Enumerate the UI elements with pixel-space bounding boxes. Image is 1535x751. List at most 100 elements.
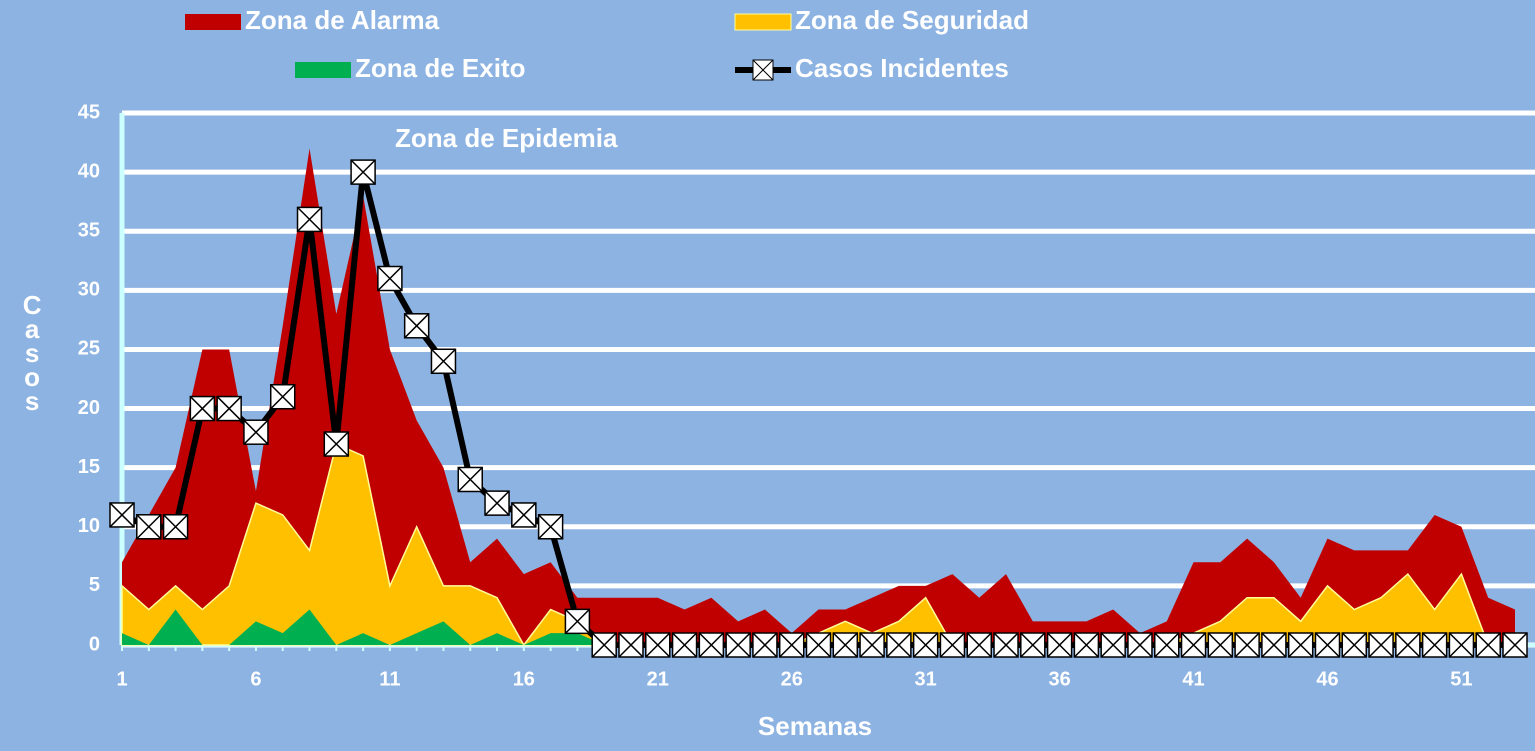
marker xyxy=(698,632,725,658)
marker xyxy=(1020,632,1046,658)
y-tick-label: 15 xyxy=(78,456,100,478)
marker xyxy=(725,632,751,658)
legend-marker-x xyxy=(752,59,774,81)
marker xyxy=(484,490,510,516)
y-tick-label: 35 xyxy=(78,220,100,242)
x-tick-label: 51 xyxy=(1450,668,1472,690)
marker-x xyxy=(1395,632,1421,658)
marker xyxy=(993,632,1019,658)
marker-x xyxy=(939,632,965,658)
marker-x xyxy=(350,159,376,185)
marker xyxy=(243,419,269,445)
x-tick-label: 41 xyxy=(1182,668,1204,690)
marker xyxy=(109,502,135,528)
x-tick-label: 26 xyxy=(781,668,803,690)
marker xyxy=(136,514,162,540)
marker xyxy=(1314,632,1341,658)
marker xyxy=(269,383,296,410)
marker xyxy=(1100,632,1126,658)
marker xyxy=(162,514,189,540)
y-tick-label: 0 xyxy=(89,633,100,655)
marker-x xyxy=(1207,632,1233,658)
marker-x xyxy=(1020,632,1046,658)
marker-x xyxy=(618,632,644,658)
x-axis-label: Semanas xyxy=(758,711,872,741)
marker-x xyxy=(1475,632,1501,658)
annotation: Zona de Epidemia xyxy=(395,123,618,153)
plot xyxy=(109,148,1528,658)
marker-x xyxy=(591,632,617,658)
marker-x xyxy=(430,348,456,374)
marker xyxy=(1448,632,1475,658)
marker xyxy=(350,159,376,185)
marker xyxy=(832,632,859,658)
marker-x xyxy=(1314,632,1341,658)
marker-x xyxy=(377,265,403,292)
x-tick-label: 31 xyxy=(915,668,937,690)
marker xyxy=(671,632,698,658)
legend-swatch xyxy=(185,14,241,30)
marker xyxy=(323,431,350,457)
y-tick-label: 25 xyxy=(78,338,100,360)
marker-x xyxy=(163,514,189,540)
marker xyxy=(1261,632,1287,658)
marker xyxy=(1154,632,1180,658)
marker-x xyxy=(859,632,885,658)
marker xyxy=(216,395,242,422)
area xyxy=(122,609,1515,645)
marker-x xyxy=(1234,632,1260,658)
marker-x xyxy=(698,632,724,658)
marker xyxy=(564,608,591,635)
marker-x xyxy=(1422,632,1448,658)
marker-x xyxy=(1181,632,1207,658)
marker-x xyxy=(404,313,430,339)
marker-x xyxy=(1502,632,1528,658)
marker-x xyxy=(484,490,510,516)
marker xyxy=(296,206,323,233)
x-tick-label: 36 xyxy=(1048,668,1070,690)
marker xyxy=(778,632,805,658)
marker xyxy=(645,632,671,658)
marker xyxy=(1287,632,1314,658)
marker xyxy=(1207,632,1234,658)
x-tick-label: 21 xyxy=(647,668,669,690)
marker xyxy=(1046,632,1073,658)
marker xyxy=(805,632,832,658)
marker-x xyxy=(832,632,858,658)
x-tick-label: 6 xyxy=(250,668,261,690)
y-tick-label: 30 xyxy=(78,279,100,301)
y-tick-label: 40 xyxy=(78,160,100,182)
marker-x xyxy=(779,632,805,658)
marker-x xyxy=(1261,632,1287,658)
marker-x xyxy=(189,396,215,422)
marker xyxy=(1395,632,1421,658)
marker xyxy=(618,632,644,658)
marker-x xyxy=(323,431,349,457)
marker xyxy=(939,632,966,658)
marker-x xyxy=(913,632,939,658)
marker-x xyxy=(109,502,135,528)
marker xyxy=(1127,632,1153,658)
marker-x xyxy=(538,514,564,540)
marker xyxy=(591,632,617,658)
marker-x xyxy=(216,396,242,422)
marker-x xyxy=(1368,632,1394,658)
marker-x xyxy=(243,419,269,445)
marker-x xyxy=(725,632,751,658)
marker xyxy=(457,466,483,493)
marker xyxy=(966,632,992,658)
marker xyxy=(1341,632,1368,658)
legend-label: Zona de Seguridad xyxy=(795,5,1029,35)
marker-x xyxy=(966,632,992,658)
marker-x xyxy=(1288,632,1314,658)
marker xyxy=(1368,632,1394,658)
marker-x xyxy=(1154,632,1180,658)
y-axis-label: Casos xyxy=(17,290,47,410)
marker xyxy=(377,265,403,292)
marker-x xyxy=(564,608,590,634)
marker xyxy=(1234,632,1260,658)
marker-x xyxy=(1100,632,1126,658)
legend-label: Zona de Alarma xyxy=(245,5,440,35)
x-tick-label: 16 xyxy=(513,668,535,690)
